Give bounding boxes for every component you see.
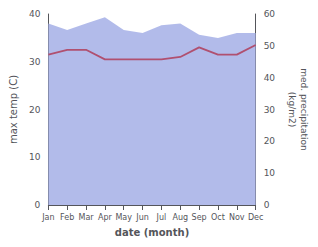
svg-text:Aug: Aug [172,213,188,222]
svg-text:40: 40 [264,73,276,83]
svg-text:10: 10 [264,168,276,178]
svg-text:10: 10 [29,152,41,162]
svg-text:(kg/m2): (kg/m2) [287,92,297,127]
svg-text:30: 30 [29,57,41,67]
svg-text:med. precipitation: med. precipitation [299,68,309,150]
svg-text:40: 40 [29,9,41,19]
svg-text:Feb: Feb [60,213,74,222]
svg-text:Apr: Apr [98,213,113,222]
svg-text:Jun: Jun [135,213,149,222]
svg-text:Sep: Sep [192,213,207,222]
svg-text:50: 50 [264,41,276,51]
svg-text:0: 0 [35,200,41,210]
svg-text:30: 30 [264,105,276,115]
svg-text:Nov: Nov [229,213,245,222]
svg-text:20: 20 [264,136,276,146]
svg-text:Jan: Jan [41,213,54,222]
svg-text:Oct: Oct [211,213,225,222]
svg-text:20: 20 [29,105,41,115]
svg-text:date (month): date (month) [115,227,189,238]
svg-text:Dec: Dec [248,213,263,222]
svg-text:Mar: Mar [78,213,94,222]
svg-text:Jul: Jul [156,213,167,222]
svg-text:60: 60 [264,9,276,19]
svg-text:0: 0 [264,200,270,210]
svg-text:max temp (C): max temp (C) [8,75,19,144]
svg-text:May: May [115,213,132,222]
